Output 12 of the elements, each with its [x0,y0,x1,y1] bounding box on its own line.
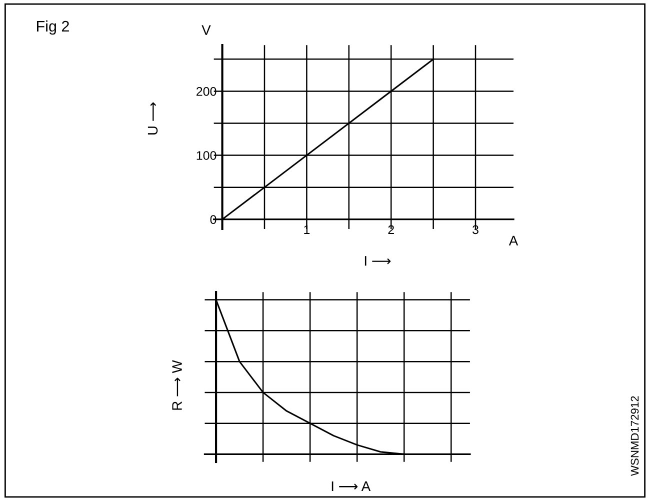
y-tick-label: 100 [196,151,216,160]
x-axis-title: I ⟶ [364,256,391,266]
caption: Fig 2 [37,20,69,35]
y-tick-label: 200 [196,87,216,96]
x-axis-title: I ⟶ A [332,481,371,491]
text: A [508,236,518,246]
x-tick-label: 2 [388,225,394,234]
text: WSNMD172912 [630,396,639,476]
text: V [202,25,211,35]
x-tick-label: 3 [472,225,478,234]
y-axis-title: R ⟶ W [172,360,182,410]
y-axis-title: U ⟶ [148,102,158,134]
